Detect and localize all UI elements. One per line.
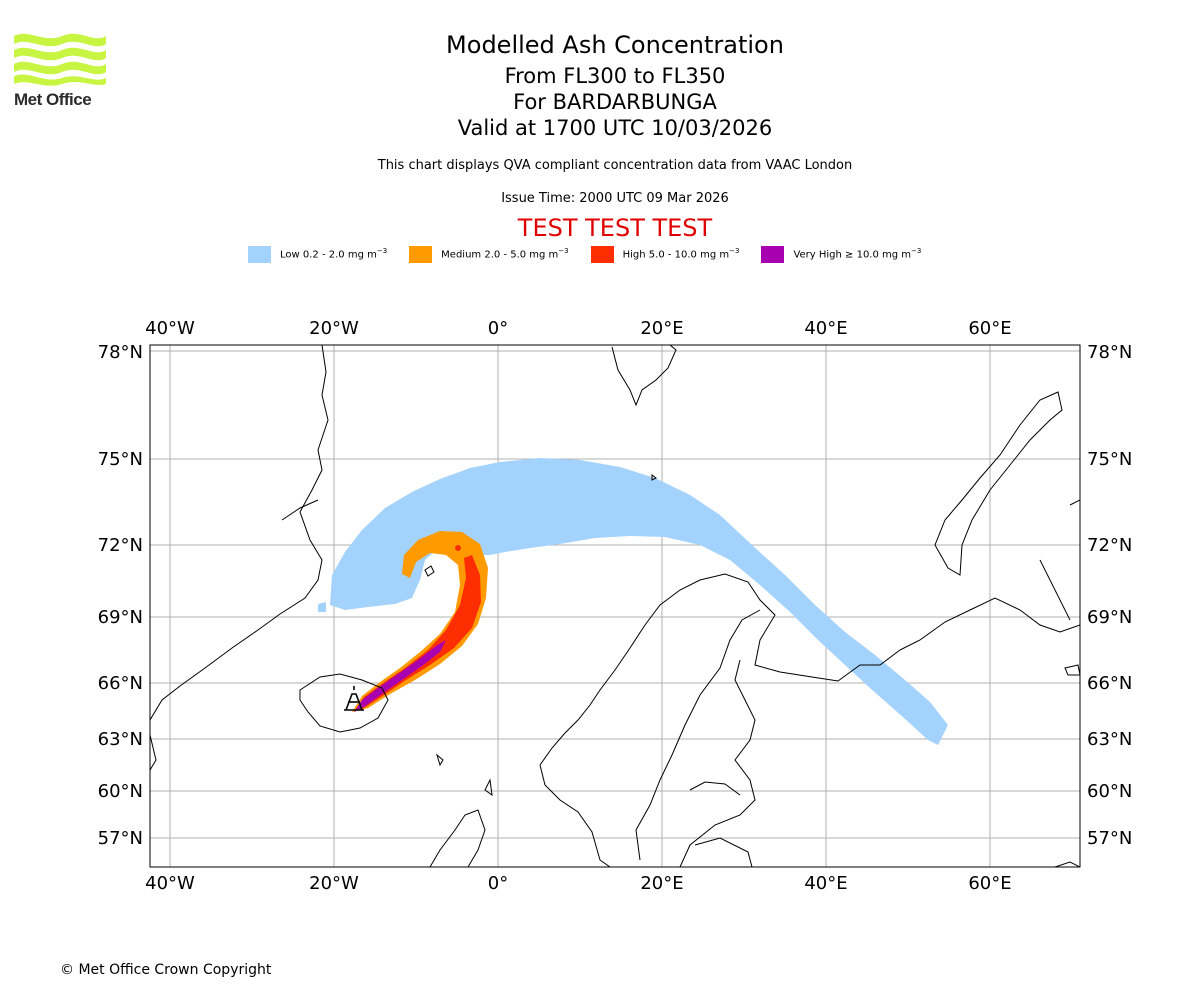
lat-label-right-66n: 66°N xyxy=(1087,673,1132,694)
legend-item-high: High 5.0 - 10.0 mg m−3 xyxy=(590,245,740,263)
lat-label-left-72n: 72°N xyxy=(98,535,143,556)
legend-label-medium: Medium 2.0 - 5.0 mg m xyxy=(441,249,559,261)
legend-swatch-high xyxy=(590,245,614,263)
lon-label-top-20w: 20°W xyxy=(309,318,359,339)
volcano-name: For BARDARBUNGA xyxy=(513,90,717,114)
legend: Low 0.2 - 2.0 mg m−3 Medium 2.0 - 5.0 mg… xyxy=(248,244,943,264)
coastlines xyxy=(150,345,1080,867)
lat-label-right-63n: 63°N xyxy=(1087,729,1132,750)
lat-label-right-60n: 60°N xyxy=(1087,781,1132,802)
copyright-notice: © Met Office Crown Copyright xyxy=(60,962,272,978)
legend-swatch-very-high xyxy=(761,245,785,263)
lat-label-left-57n: 57°N xyxy=(98,828,143,849)
lat-label-right-69n: 69°N xyxy=(1087,607,1132,628)
lat-label-left-60n: 60°N xyxy=(98,781,143,802)
lat-label-left-63n: 63°N xyxy=(98,729,143,750)
legend-item-medium: Medium 2.0 - 5.0 mg m−3 xyxy=(409,245,569,263)
lon-label-top-40e: 40°E xyxy=(804,318,847,339)
ash-plume-very-high xyxy=(354,640,446,712)
gridlines xyxy=(150,345,1080,867)
chart-description: This chart displays QVA compliant concen… xyxy=(377,158,853,173)
ash-plume-low-fringe xyxy=(318,602,326,612)
legend-swatch-medium xyxy=(409,245,433,263)
ash-map: 40°W 20°W 0° 20°E 40°E 60°E 40°W 20°W 0°… xyxy=(98,318,1133,894)
legend-item-low: Low 0.2 - 2.0 mg m−3 xyxy=(248,245,388,263)
lat-label-right-75n: 75°N xyxy=(1087,449,1132,470)
legend-exp-high: −3 xyxy=(729,247,740,256)
lon-label-top-0: 0° xyxy=(488,318,508,339)
lat-label-right-78n: 78°N xyxy=(1087,342,1132,363)
lat-label-left-75n: 75°N xyxy=(98,449,143,470)
valid-time: Valid at 1700 UTC 10/03/2026 xyxy=(457,116,773,140)
lat-label-left-69n: 69°N xyxy=(98,607,143,628)
legend-label-very-high: Very High ≥ 10.0 mg m xyxy=(793,249,912,261)
lon-label-top-40w: 40°W xyxy=(145,318,195,339)
ash-plume-high xyxy=(354,555,481,712)
lon-label-bottom-0: 0° xyxy=(488,873,508,894)
legend-exp-low: −3 xyxy=(376,247,388,256)
legend-label-low: Low 0.2 - 2.0 mg m xyxy=(280,249,377,261)
ash-plume-low xyxy=(330,458,948,745)
lat-label-right-72n: 72°N xyxy=(1087,535,1132,556)
issue-time: Issue Time: 2000 UTC 09 Mar 2026 xyxy=(501,191,729,206)
legend-swatch-low xyxy=(248,245,271,263)
lon-label-bottom-60e: 60°E xyxy=(968,873,1011,894)
legend-label-high: High 5.0 - 10.0 mg m xyxy=(622,249,730,261)
lat-label-left-78n: 78°N xyxy=(98,342,143,363)
ash-high-spot xyxy=(455,545,461,551)
volcano-marker-icon xyxy=(344,686,364,711)
lon-label-bottom-20e: 20°E xyxy=(640,873,683,894)
lat-label-right-57n: 57°N xyxy=(1087,828,1132,849)
map-frame xyxy=(149,344,1081,868)
lon-label-bottom-20w: 20°W xyxy=(309,873,359,894)
lon-label-bottom-40e: 40°E xyxy=(804,873,847,894)
chart-title: Modelled Ash Concentration xyxy=(446,31,784,59)
flight-levels: From FL300 to FL350 xyxy=(504,64,726,88)
lon-label-bottom-40w: 40°W xyxy=(145,873,195,894)
test-banner: TEST TEST TEST xyxy=(517,214,713,242)
met-office-logo: Met Office xyxy=(14,30,109,112)
met-office-waves-icon xyxy=(14,33,106,86)
logo-text: Met Office xyxy=(14,90,92,109)
lat-label-left-66n: 66°N xyxy=(98,673,143,694)
lon-label-top-60e: 60°E xyxy=(968,318,1011,339)
legend-item-very-high: Very High ≥ 10.0 mg m−3 xyxy=(761,245,922,263)
legend-exp-medium: −3 xyxy=(558,247,569,256)
lon-label-top-20e: 20°E xyxy=(640,318,683,339)
legend-exp-very-high: −3 xyxy=(911,247,922,256)
